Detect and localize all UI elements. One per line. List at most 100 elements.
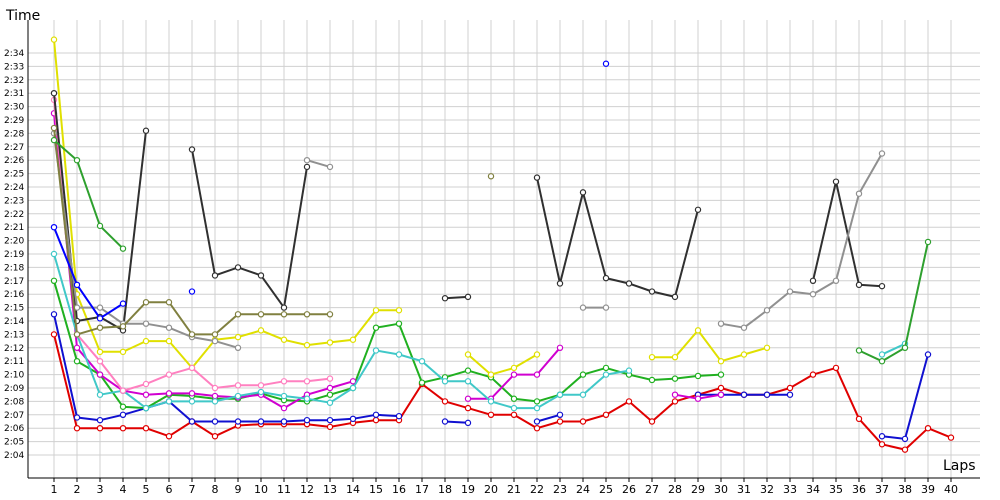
data-point [280, 304, 288, 311]
data-point [671, 293, 679, 301]
data-point [73, 414, 81, 421]
y-tick-label: 2:24 [4, 183, 24, 193]
x-tick-label: 20 [484, 483, 498, 496]
data-point [73, 331, 81, 338]
data-point [50, 124, 58, 132]
data-point [418, 379, 426, 386]
x-tick-label: 3 [97, 483, 104, 496]
data-point [50, 277, 58, 284]
data-point [855, 415, 863, 423]
data-point [924, 425, 932, 432]
y-tick-label: 2:25 [4, 170, 24, 180]
data-point [533, 404, 541, 412]
data-point [579, 371, 587, 378]
data-point [901, 435, 909, 443]
data-point [878, 441, 886, 448]
data-point [119, 323, 127, 330]
data-point [165, 299, 173, 306]
x-tick-label: 17 [415, 483, 429, 496]
x-tick-label: 31 [737, 483, 751, 496]
y-tick-label: 2:10 [4, 371, 24, 381]
y-tick-label: 2:18 [4, 263, 24, 273]
data-point [257, 272, 265, 279]
y-tick-label: 2:27 [4, 143, 24, 153]
series-line [53, 139, 929, 363]
x-tick-label: 16 [392, 483, 406, 496]
data-point [441, 398, 449, 405]
data-point [740, 351, 748, 358]
y-tick-label: 2:17 [4, 277, 24, 287]
y-tick-label: 2:13 [4, 330, 24, 340]
data-point [142, 127, 150, 134]
data-point [372, 307, 380, 314]
x-tick-label: 25 [599, 483, 613, 496]
data-point [119, 300, 127, 307]
x-tick-label: 2 [74, 483, 81, 496]
x-tick-label: 19 [461, 483, 475, 496]
data-point [602, 60, 610, 67]
data-point [717, 320, 725, 327]
data-point [625, 280, 633, 287]
data-point [211, 337, 219, 345]
data-point [395, 320, 403, 327]
y-tick-label: 2:31 [4, 89, 24, 99]
x-tick-label: 30 [714, 483, 728, 496]
data-point [625, 367, 633, 374]
data-point [349, 384, 357, 392]
x-tick-label: 24 [576, 483, 590, 496]
y-tick-label: 2:12 [4, 344, 24, 354]
data-point [648, 418, 656, 425]
data-point [326, 339, 334, 346]
data-point [878, 150, 886, 157]
y-tick-label: 2:26 [4, 156, 24, 166]
data-point [326, 384, 334, 392]
data-point [211, 331, 219, 338]
x-tick-label: 7 [189, 483, 196, 496]
data-point [142, 404, 150, 412]
data-point [395, 412, 403, 420]
data-point [96, 371, 104, 378]
data-point [372, 411, 380, 418]
data-point [326, 163, 334, 171]
data-point [119, 403, 127, 410]
x-tick-label: 14 [346, 483, 360, 496]
data-point [73, 281, 81, 289]
data-point [234, 344, 242, 351]
data-point [165, 324, 173, 331]
data-point [602, 274, 610, 282]
data-point [832, 277, 840, 284]
data-point [142, 380, 150, 388]
data-point [579, 304, 587, 311]
data-point [464, 351, 472, 358]
x-tick-label: 26 [622, 483, 636, 496]
x-tick-label: 13 [323, 483, 337, 496]
data-point [487, 371, 495, 378]
data-point [96, 222, 104, 230]
data-point [303, 416, 311, 424]
data-point [188, 390, 196, 397]
data-point [694, 327, 702, 334]
data-point [50, 136, 58, 144]
data-point [326, 375, 334, 382]
y-tick-label: 2:06 [4, 424, 24, 434]
data-point [809, 291, 817, 298]
data-point [257, 311, 265, 318]
x-tick-label: 1 [51, 483, 58, 496]
data-point [280, 336, 288, 343]
x-tick-label: 32 [760, 483, 774, 496]
data-point [671, 353, 679, 361]
data-point [717, 371, 725, 378]
data-point [234, 264, 242, 271]
data-point [786, 391, 794, 398]
x-axis-title: Laps [943, 458, 976, 474]
data-point [717, 358, 725, 365]
data-point [832, 364, 840, 372]
x-tick-label: 18 [438, 483, 452, 496]
data-point [96, 391, 104, 398]
y-tick-label: 2:28 [4, 129, 24, 139]
y-tick-label: 2:11 [4, 357, 24, 367]
data-point [418, 358, 426, 365]
y-tick-label: 2:16 [4, 290, 24, 300]
data-point [602, 411, 610, 418]
x-tick-label: 11 [277, 483, 291, 496]
